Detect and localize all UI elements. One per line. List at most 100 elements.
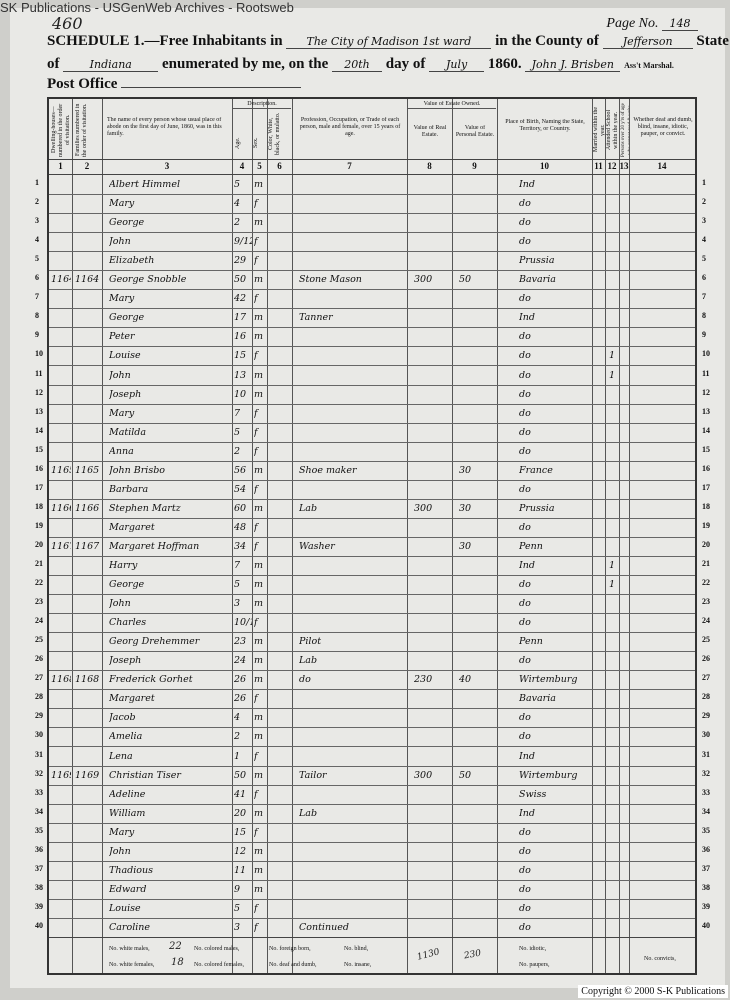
table-row: Harry 7 m Ind 1 (49, 556, 695, 576)
age: 4 (234, 198, 241, 210)
person-name: Mary (109, 293, 135, 305)
state-field: Indiana (63, 58, 159, 72)
age: 9/12 (234, 236, 252, 248)
sex: m (254, 769, 264, 781)
birthplace: Wirtemburg (519, 769, 578, 781)
line-number: 29 (702, 711, 710, 721)
sex: m (254, 312, 264, 324)
table-row: George 17 m Tanner Ind (49, 308, 695, 329)
age: 50 (234, 274, 247, 286)
table-row: Louise 5 f do (49, 899, 695, 919)
sex: m (254, 731, 264, 743)
column-number: 3 (164, 161, 170, 171)
birthplace: do (519, 483, 531, 495)
line-number: 25 (35, 635, 43, 645)
convicts-label: No. convicts, (644, 956, 676, 962)
column-number-row: 1 2 3 4 5 6 7 8 9 10 11 12 13 14 (49, 159, 695, 175)
age: 15 (234, 350, 247, 362)
line-number: 39 (35, 901, 43, 911)
column-number: 2 (84, 161, 90, 171)
sex: m (254, 331, 264, 343)
birthplace: France (519, 464, 553, 476)
table-row: Mary 42 f do (49, 289, 695, 310)
birthplace: do (519, 883, 531, 895)
table-row: Margaret 48 f do (49, 518, 695, 538)
table-row: Matilda 5 f do (49, 423, 695, 443)
line-number: 37 (702, 863, 710, 873)
column-number: 5 (257, 161, 262, 171)
sheet-number: 460 (52, 14, 83, 33)
line-number: 38 (35, 882, 43, 892)
birthplace: Bavaria (519, 693, 556, 705)
header-family: Families numbered in the order of visita… (75, 103, 88, 157)
occupation: Washer (299, 540, 335, 552)
person-name: George (109, 312, 145, 324)
line-number: 16 (35, 463, 43, 473)
birthplace: Ind (519, 560, 535, 571)
age: 17 (234, 312, 247, 324)
table-row: Adeline 41 f Swiss (49, 785, 695, 805)
dwelling-number: 1169 (51, 769, 71, 781)
person-name: Barbara (109, 483, 149, 495)
sex: f (254, 236, 258, 248)
header-name: The name of every person whose usual pla… (107, 117, 222, 137)
table-row: 1168 1168 Frederick Gorhet 26 m do 230 40 Wirtem… (49, 670, 695, 691)
white-females-count: 18 (171, 957, 184, 968)
age: 11 (234, 864, 247, 876)
age: 9 (234, 883, 241, 895)
place-field: The City of Madison 1st ward (286, 35, 492, 49)
person-name: Margaret (109, 521, 155, 533)
line-number: 26 (35, 654, 43, 664)
birthplace: do (519, 350, 531, 362)
person-name: Georg Drehemmer (109, 636, 200, 648)
copyright-notice: Copyright © 2000 S-K Publications (578, 985, 728, 998)
family-number: 1168 (75, 674, 100, 686)
dwelling-number: 1164 (51, 274, 71, 286)
occupation: Pilot (299, 636, 322, 648)
birthplace: do (519, 331, 531, 343)
line-number: 3 (702, 216, 706, 226)
white-males-label: No. white males, (109, 946, 150, 952)
table-row: John 3 m do (49, 594, 695, 615)
line-number: 1 (702, 178, 706, 187)
sex: f (254, 693, 258, 705)
table-row: Amelia 2 m do (49, 727, 695, 748)
table-row: Albert Himmel 5 m Ind (49, 175, 695, 195)
line-number: 17 (702, 482, 710, 492)
line-number: 33 (35, 787, 43, 797)
age: 20 (234, 807, 247, 819)
page-totals: No. white males, 22 No. colored males, N… (49, 937, 695, 976)
line-number: 1 (35, 178, 39, 187)
line-number: 34 (702, 806, 710, 816)
table-row: Louise 15 f do 1 (49, 346, 695, 367)
sex: f (254, 445, 258, 457)
age: 1 (234, 750, 241, 762)
line-number: 14 (35, 425, 43, 435)
age: 10 (234, 388, 247, 400)
sex: f (254, 255, 258, 267)
personal-estate-total: 230 (463, 948, 482, 962)
table-row: 1169 1169 Christian Tiser 50 m Tailor 300 50 Wir… (49, 766, 695, 786)
sex: f (254, 540, 258, 552)
age: 42 (234, 293, 247, 305)
line-number: 31 (35, 749, 43, 759)
age: 3 (234, 598, 241, 610)
header-birthplace: Place of Birth, Naming the State, Territ… (505, 119, 585, 132)
sex: m (254, 807, 264, 819)
day-field: 20th (331, 58, 382, 72)
table-row: 1165 1165 John Brisbo 56 m Shoe maker 30 France (49, 461, 695, 481)
line-number: 21 (702, 559, 710, 568)
line-number: 25 (702, 635, 710, 645)
age: 50 (234, 769, 247, 781)
table-row: Barbara 54 f do (49, 480, 695, 500)
occupation: do (299, 674, 311, 686)
birthplace: Ind (519, 807, 535, 819)
sex: m (254, 560, 264, 571)
person-name: Joseph (109, 655, 142, 667)
sex: f (254, 350, 258, 362)
line-number: 2 (35, 197, 39, 207)
personal-estate-value: 30 (459, 502, 472, 514)
line-number: 28 (35, 692, 43, 702)
age: 13 (234, 369, 247, 381)
dwelling-number: 1168 (51, 674, 71, 686)
